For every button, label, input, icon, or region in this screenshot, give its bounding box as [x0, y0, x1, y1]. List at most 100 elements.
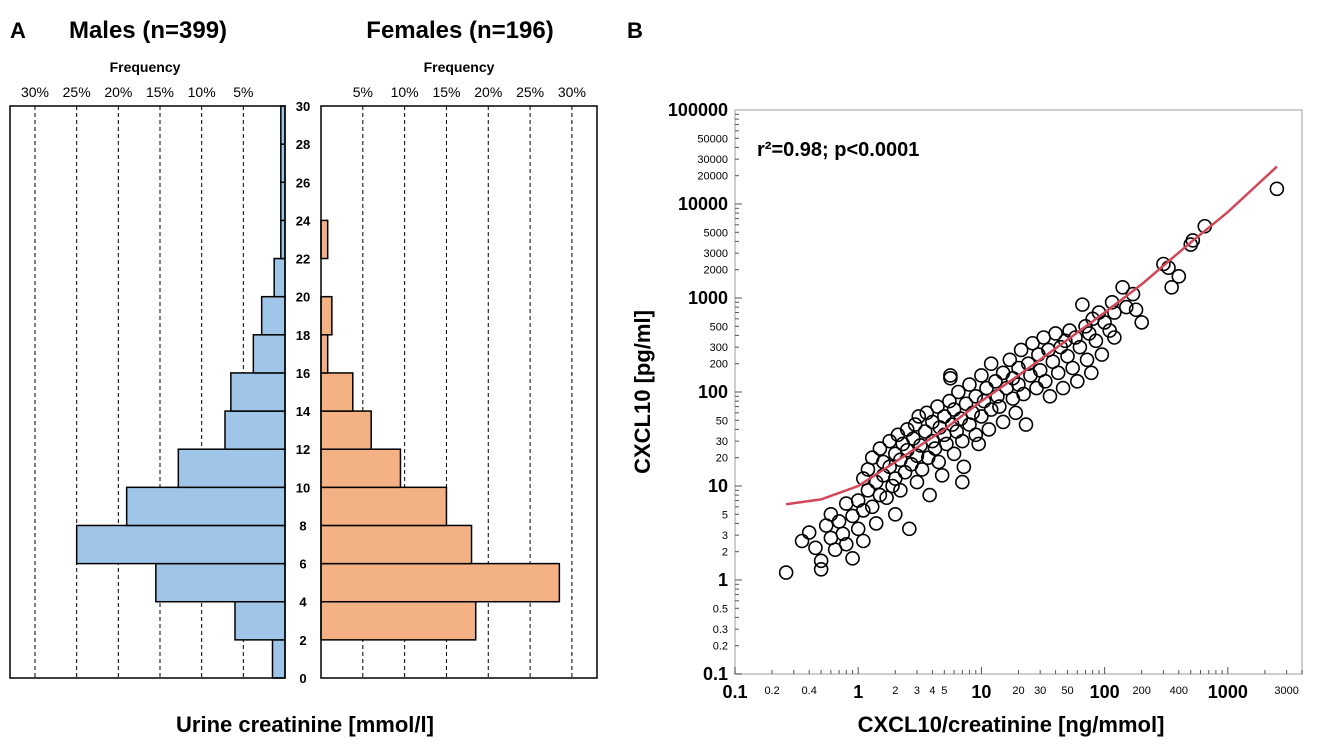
y-minor-tick-label: 0.2 [713, 641, 728, 653]
y-minor-tick-label: 200 [710, 359, 728, 371]
scatter-point [835, 526, 851, 542]
fit-curve [785, 165, 1278, 506]
creatinine-tick-label: 28 [296, 137, 310, 152]
creatinine-tick-label: 22 [296, 252, 310, 267]
y-minor-tick-label: 500 [710, 321, 728, 333]
scatter-point [1069, 373, 1085, 389]
correlation-annotation: r²=0.98; p<0.0001 [757, 139, 919, 161]
scatter-point [956, 459, 972, 475]
scatter-point [909, 448, 925, 464]
scatter-point [942, 393, 957, 409]
scatter-point [1171, 269, 1187, 284]
males-bar [155, 562, 286, 603]
x-major-tick-label: 10 [971, 682, 991, 702]
scatter-point [872, 441, 888, 456]
creatinine-axis-label: Urine creatinine [mmol/l] [176, 712, 434, 737]
scatter-point [983, 356, 999, 372]
males-bar [75, 524, 286, 565]
scatter-point [1269, 181, 1285, 197]
scatter-point [1018, 417, 1034, 432]
creatinine-tick-label: 30 [296, 99, 310, 114]
creatinine-tick-label: 18 [296, 328, 310, 343]
y-minor-tick-label: 0.3 [713, 624, 728, 636]
scatter-point [1107, 330, 1122, 345]
scatter-point [1094, 347, 1110, 362]
scatter-point [813, 561, 829, 577]
x-minor-tick-label: 200 [1133, 685, 1151, 697]
scatter-point [1088, 333, 1104, 349]
females-bar [320, 372, 354, 412]
scatter-point [845, 551, 860, 566]
creatinine-tick-label: 0 [299, 671, 306, 686]
scatter-point [1058, 333, 1073, 349]
scatter-point [838, 536, 854, 552]
scatter-point [907, 417, 923, 432]
males-bar [230, 372, 286, 412]
scatter-point [1013, 342, 1029, 358]
females-frequency-ticks: 5% 10% 15% 20% 25% 30% [353, 84, 586, 100]
scatter-point [911, 409, 927, 424]
females-frequency-tick-label: 5% [353, 84, 373, 100]
x-minor-tick-label: 0.2 [764, 685, 779, 697]
x-minor-tick-label: 3000 [1274, 685, 1298, 697]
y-minor-tick-label: 2 [722, 547, 728, 559]
scatter-point [1084, 365, 1099, 381]
females-plot-frame [320, 105, 598, 679]
males-bar [260, 295, 286, 336]
males-bar [177, 448, 286, 489]
scatter-point [937, 409, 952, 424]
scatter-point [1115, 279, 1130, 295]
males-frequency-tick-label: 5% [233, 84, 253, 100]
scatter-point [1060, 348, 1075, 364]
females-bar [320, 448, 402, 489]
scatter-point [939, 436, 954, 452]
scatter-point [943, 370, 958, 386]
scatter-point [1042, 389, 1058, 404]
scatter-point [872, 487, 888, 503]
males-title: Males (n=399) [69, 17, 227, 44]
x-minor-tick-label: 4 [929, 685, 935, 697]
scatter-point [882, 459, 897, 475]
scatter-point [1037, 373, 1053, 389]
y-minor-tick-label: 30 [716, 436, 728, 448]
males-bar [273, 257, 286, 298]
scatter-point [1119, 299, 1134, 315]
scatter-point [981, 422, 997, 437]
x-minor-tick-label: 20 [1012, 685, 1024, 697]
scatter-point [808, 540, 823, 556]
males-bar [252, 334, 286, 374]
males-frequency-tick-label: 25% [63, 84, 91, 100]
males-bar [224, 410, 286, 450]
males-frequency-tick-label: 10% [188, 84, 216, 100]
females-bar [320, 524, 473, 565]
males-frequency-ticks: 30% 25% 20% 15% 10% 5% [21, 84, 253, 100]
scatter-point [951, 384, 966, 400]
males-frequency-tick-label: 20% [104, 84, 132, 100]
scatter-point [1185, 233, 1201, 248]
scatter-point [955, 474, 970, 490]
panel-a-label: A [10, 18, 26, 43]
x-major-tick-label: 1000 [1208, 682, 1248, 702]
y-major-tick-label: 0.1 [703, 664, 728, 684]
scatter-point [893, 483, 908, 498]
males-bar [125, 486, 286, 527]
y-minor-tick-label: 20000 [697, 171, 728, 183]
y-major-tick-label: 1000 [688, 288, 728, 308]
x-major-tick-label: 0.1 [722, 682, 747, 702]
x-axis-ticks: 0.1 1 10 100 1000 0.2 0.4 2 3 4 5 20 30 50 200 400 3000 [722, 667, 1303, 702]
panel-b-label: B [627, 18, 643, 43]
scatter-point [1079, 352, 1095, 368]
males-frequency-tick-label: 15% [146, 84, 174, 100]
scatter-plot-frame [734, 109, 1303, 675]
scatter-point [931, 454, 946, 470]
scatter-point [995, 414, 1011, 430]
scatter-point [943, 368, 958, 383]
females-bar [320, 600, 477, 641]
scatter-point [962, 377, 977, 392]
creatinine-tick-label: 4 [299, 595, 307, 610]
scatter-point [968, 427, 984, 443]
scatter-point [868, 516, 884, 531]
x-minor-tick-label: 5 [941, 685, 947, 697]
